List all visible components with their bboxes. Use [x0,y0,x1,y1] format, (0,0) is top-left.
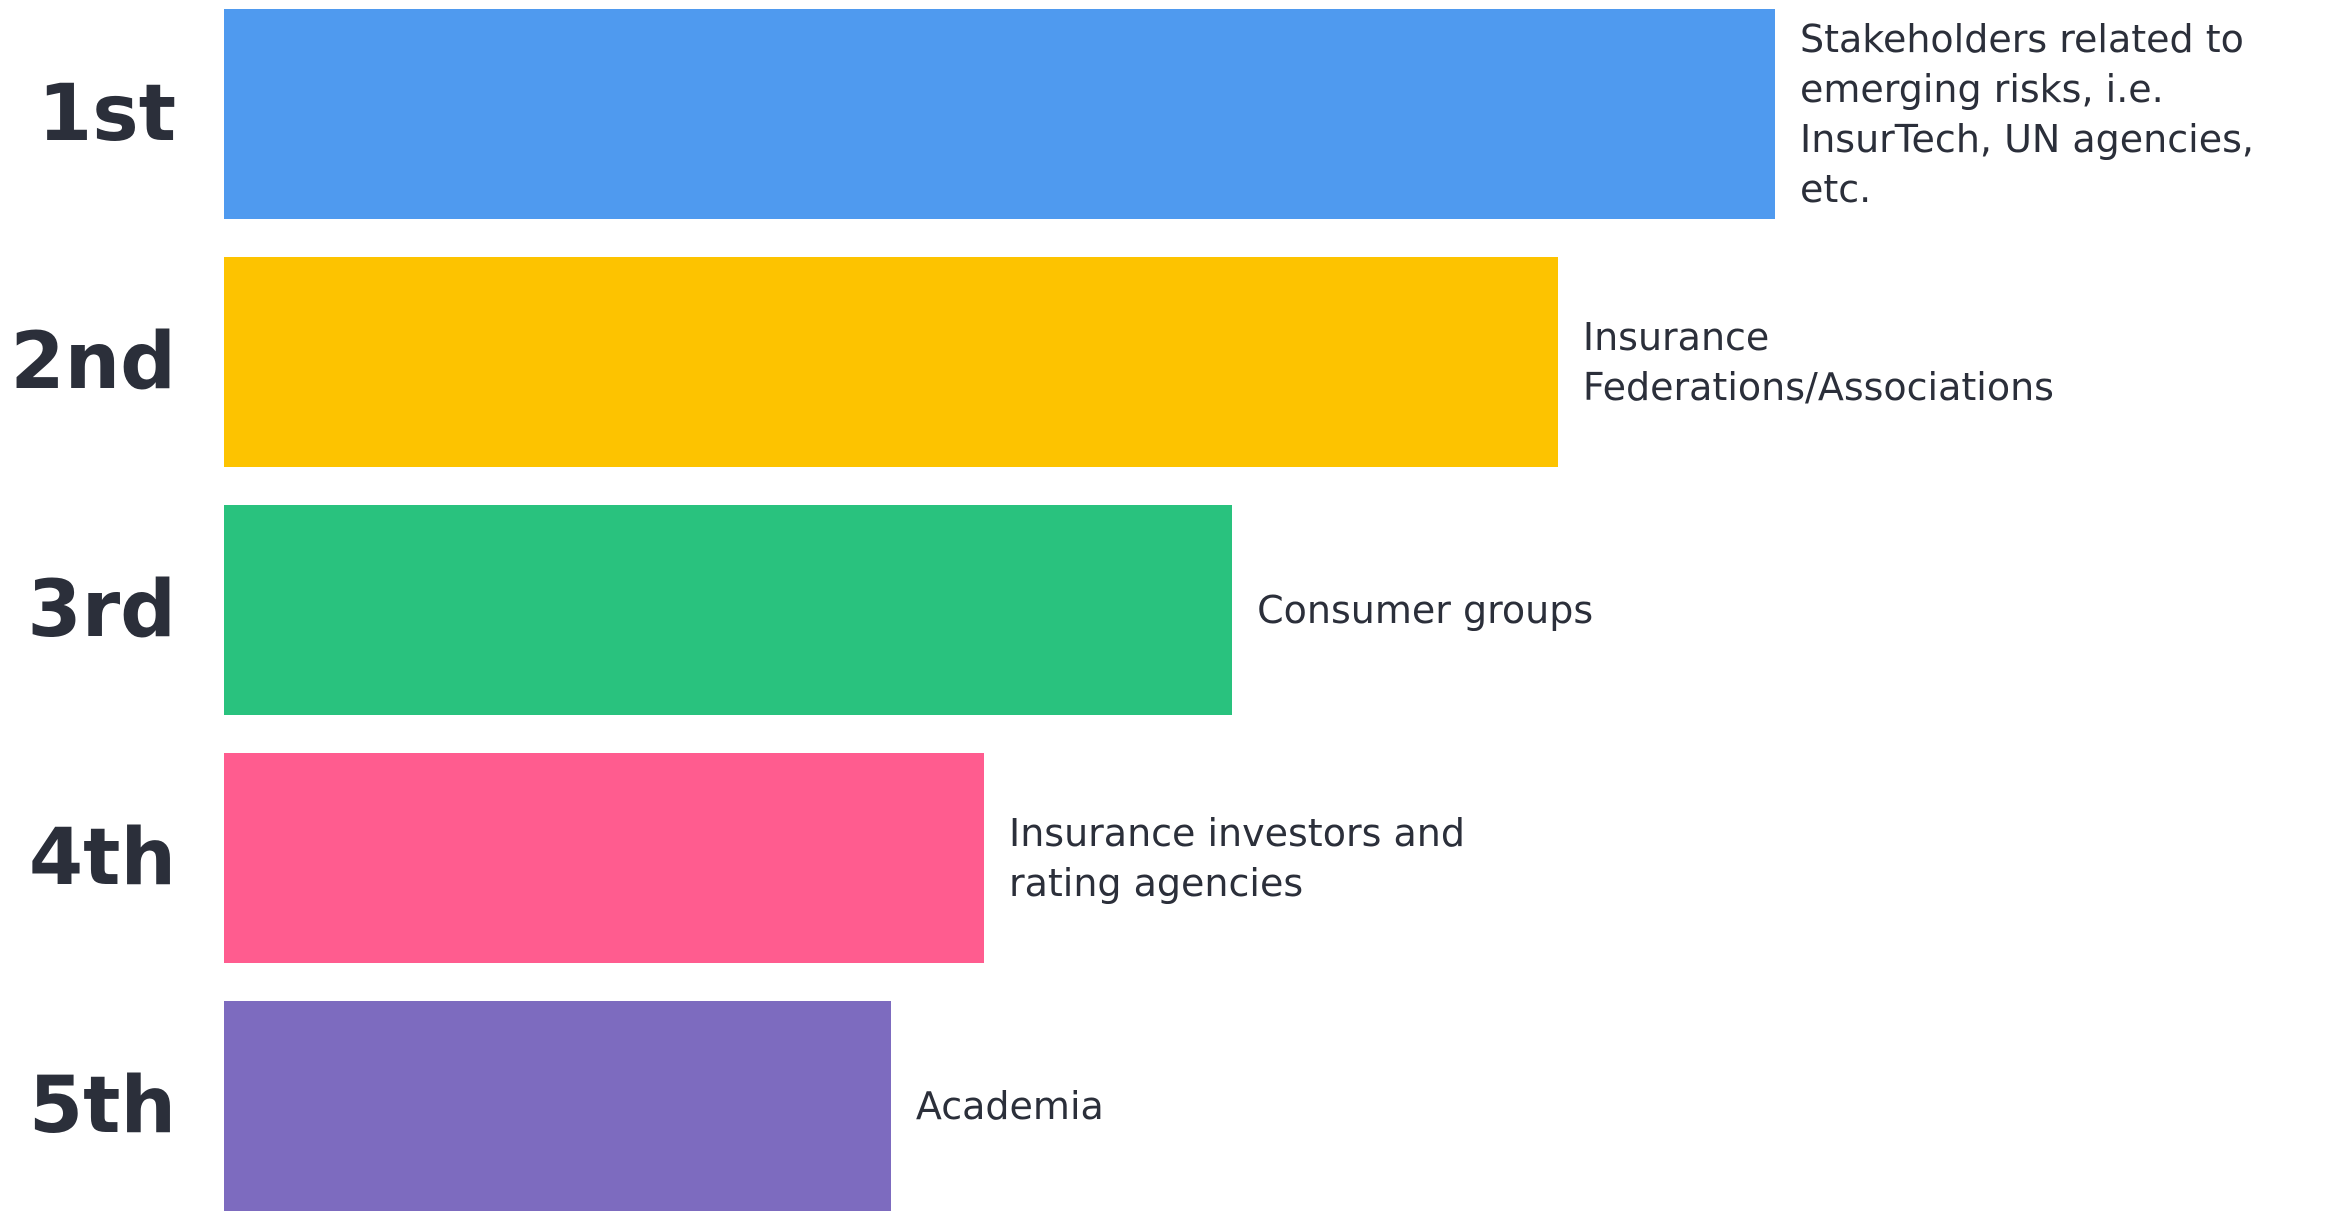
bar-label: Stakeholders related to emerging risks, … [1800,17,2254,211]
bar-row: 2nd Insurance Federations/Associations [0,257,2118,467]
rank-label: 5th [28,1061,176,1151]
bar [224,1001,891,1211]
bar [224,753,984,963]
rank-label: 2nd [10,317,176,407]
bar [224,505,1233,715]
rank-label: 1st [38,69,176,159]
bar [224,9,1775,219]
bar [224,257,1558,467]
bar-label: Insurance investors and rating agencies [1008,811,1465,905]
bar-row: 3rd Consumer groups [0,505,1593,715]
rank-label: 4th [28,813,176,903]
bar-label: Consumer groups [1257,588,1594,632]
bar-row: 4th Insurance investors and rating agenci… [0,753,1544,963]
rank-label: 3rd [27,565,176,655]
bar-label: Academia [915,1084,1104,1128]
bar-label: Insurance Federations/Associations [1582,315,2054,409]
bar-row: 1st Stakeholders related to emerging risk… [0,9,2335,219]
bar-row: 5th Academia [0,1001,1104,1211]
